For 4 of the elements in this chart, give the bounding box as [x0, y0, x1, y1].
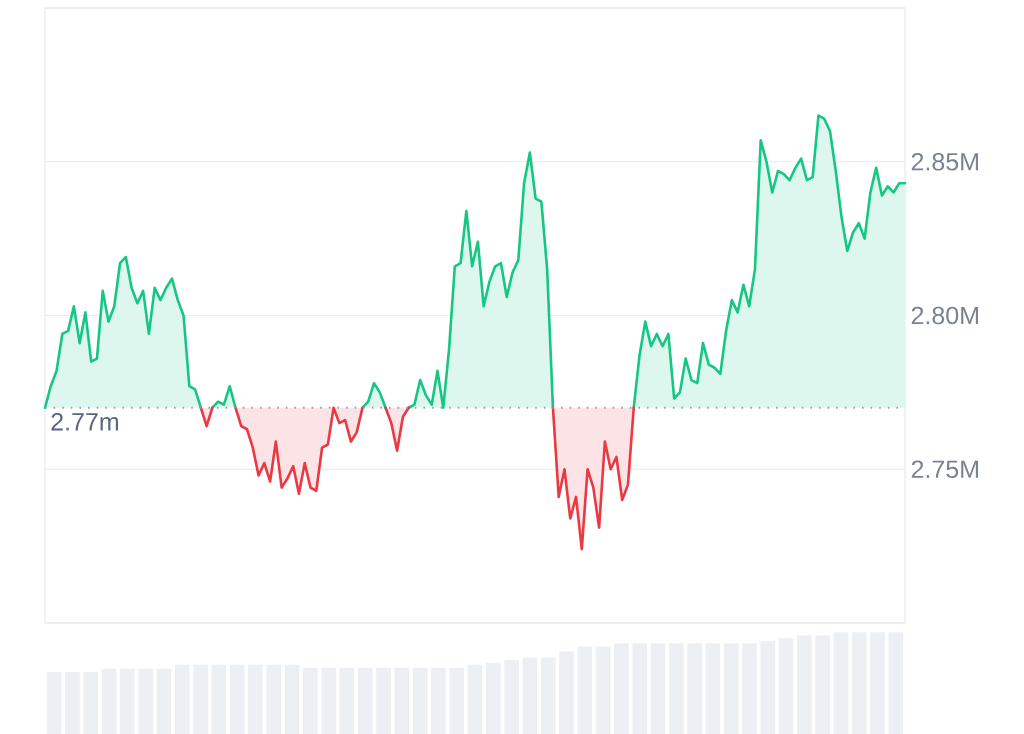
ref-line-label: 2.77m — [51, 412, 119, 431]
y-tick-label: 2.80M — [911, 306, 978, 325]
y-tick-label: 2.85M — [911, 152, 978, 171]
y-tick-label: 2.75M — [911, 460, 978, 479]
